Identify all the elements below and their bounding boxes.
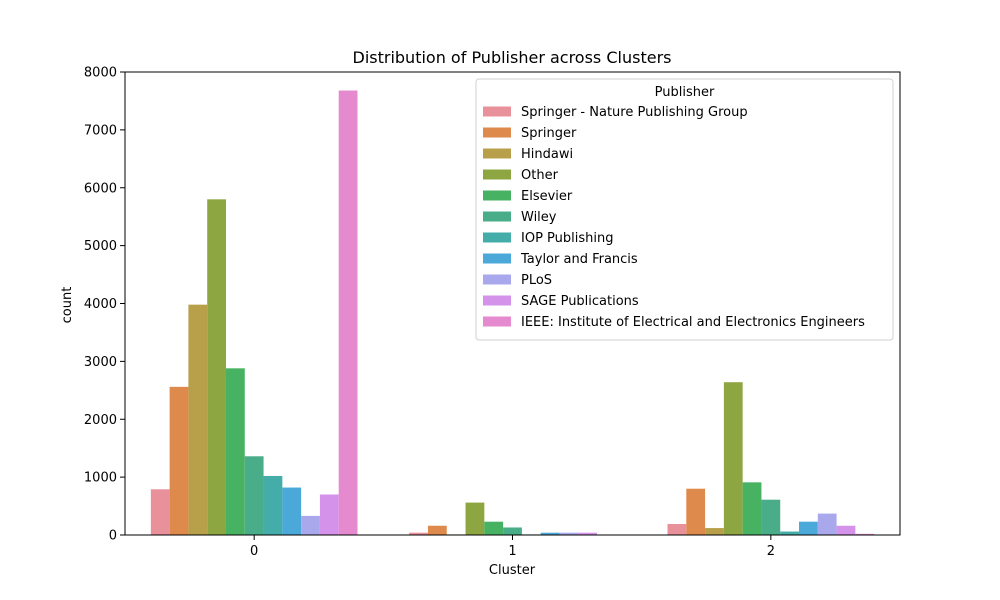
legend-swatch [483,148,511,159]
bar-0-cluster-2 [667,524,687,535]
bar-9-cluster-2 [836,525,856,535]
bar-4-cluster-2 [742,482,762,535]
legend-entry: Springer [521,126,577,141]
legend-entry: SAGE Publications [521,294,639,309]
legend-entry: Elsevier [521,189,573,204]
y-tick-label: 0 [109,529,117,544]
bar-2-cluster-2 [705,528,724,535]
y-tick-label: 2000 [84,413,117,428]
legend-box [475,78,894,341]
legend-entry: Springer - Nature Publishing Group [521,105,748,120]
bar-1-cluster-0 [169,386,189,535]
legend-swatch [483,253,511,264]
x-tick-label: 0 [250,544,258,559]
bar-0-cluster-0 [150,489,170,535]
y-tick-label: 7000 [84,123,117,138]
bars [150,90,875,536]
bar-3-cluster-0 [207,199,226,535]
legend-swatch [483,232,511,243]
bar-4-cluster-1 [484,521,504,535]
legend-swatch [483,211,511,222]
y-tick-label: 1000 [84,471,117,486]
legend-title: Publisher [655,85,715,100]
legend: Publisher Springer - Nature Publishing Gr… [475,78,894,341]
bar-8-cluster-1 [559,532,579,535]
axes: 0 1000 2000 3000 4000 5000 6000 7000 8000 0 1 2 [84,66,901,559]
legend-swatch [483,295,511,306]
legend-swatch [483,169,511,180]
x-axis-label: Cluster [489,563,536,578]
bar-1-cluster-2 [686,488,706,535]
x-tick-label: 1 [508,544,516,559]
legend-swatch [483,274,511,285]
bar-7-cluster-2 [799,521,818,535]
bar-7-cluster-0 [282,487,302,535]
legend-entry: IEEE: Institute of Electrical and Electr… [521,315,865,330]
legend-entry: Wiley [521,210,557,225]
bar-8-cluster-2 [817,513,837,535]
bar-1-cluster-1 [427,525,447,535]
bar-3-cluster-1 [465,502,485,535]
legend-swatch [483,190,511,201]
y-tick-label: 6000 [84,181,117,196]
bar-0-cluster-1 [409,532,428,535]
y-tick-label: 4000 [84,297,117,312]
y-tick-label: 5000 [84,239,117,254]
bar-6-cluster-2 [780,531,800,535]
legend-entry: Hindawi [521,147,573,162]
bar-5-cluster-2 [761,499,781,535]
bar-10-cluster-2 [855,533,875,535]
bar-3-cluster-2 [723,382,743,535]
bar-10-cluster-0 [338,90,358,536]
y-tick-label: 8000 [84,66,117,81]
legend-swatch [483,316,511,327]
y-tick-label: 3000 [84,355,117,370]
chart-title: Distribution of Publisher across Cluster… [353,48,672,67]
y-axis-label: count [60,287,75,324]
bar-5-cluster-0 [244,456,264,535]
bar-9-cluster-0 [319,494,339,535]
legend-entry: PLoS [521,273,552,288]
bar-7-cluster-1 [540,532,560,535]
bar-2-cluster-0 [188,304,208,535]
bar-6-cluster-0 [263,475,283,535]
bar-4-cluster-0 [225,368,245,535]
legend-entry: IOP Publishing [521,231,613,246]
legend-entry: Taylor and Francis [520,252,638,267]
bar-9-cluster-1 [578,532,598,535]
legend-entry: Other [521,168,559,183]
legend-swatch [483,127,511,138]
bar-5-cluster-1 [503,527,522,535]
legend-swatch [483,106,511,117]
x-tick-label: 2 [767,544,775,559]
bar-8-cluster-0 [301,515,320,535]
